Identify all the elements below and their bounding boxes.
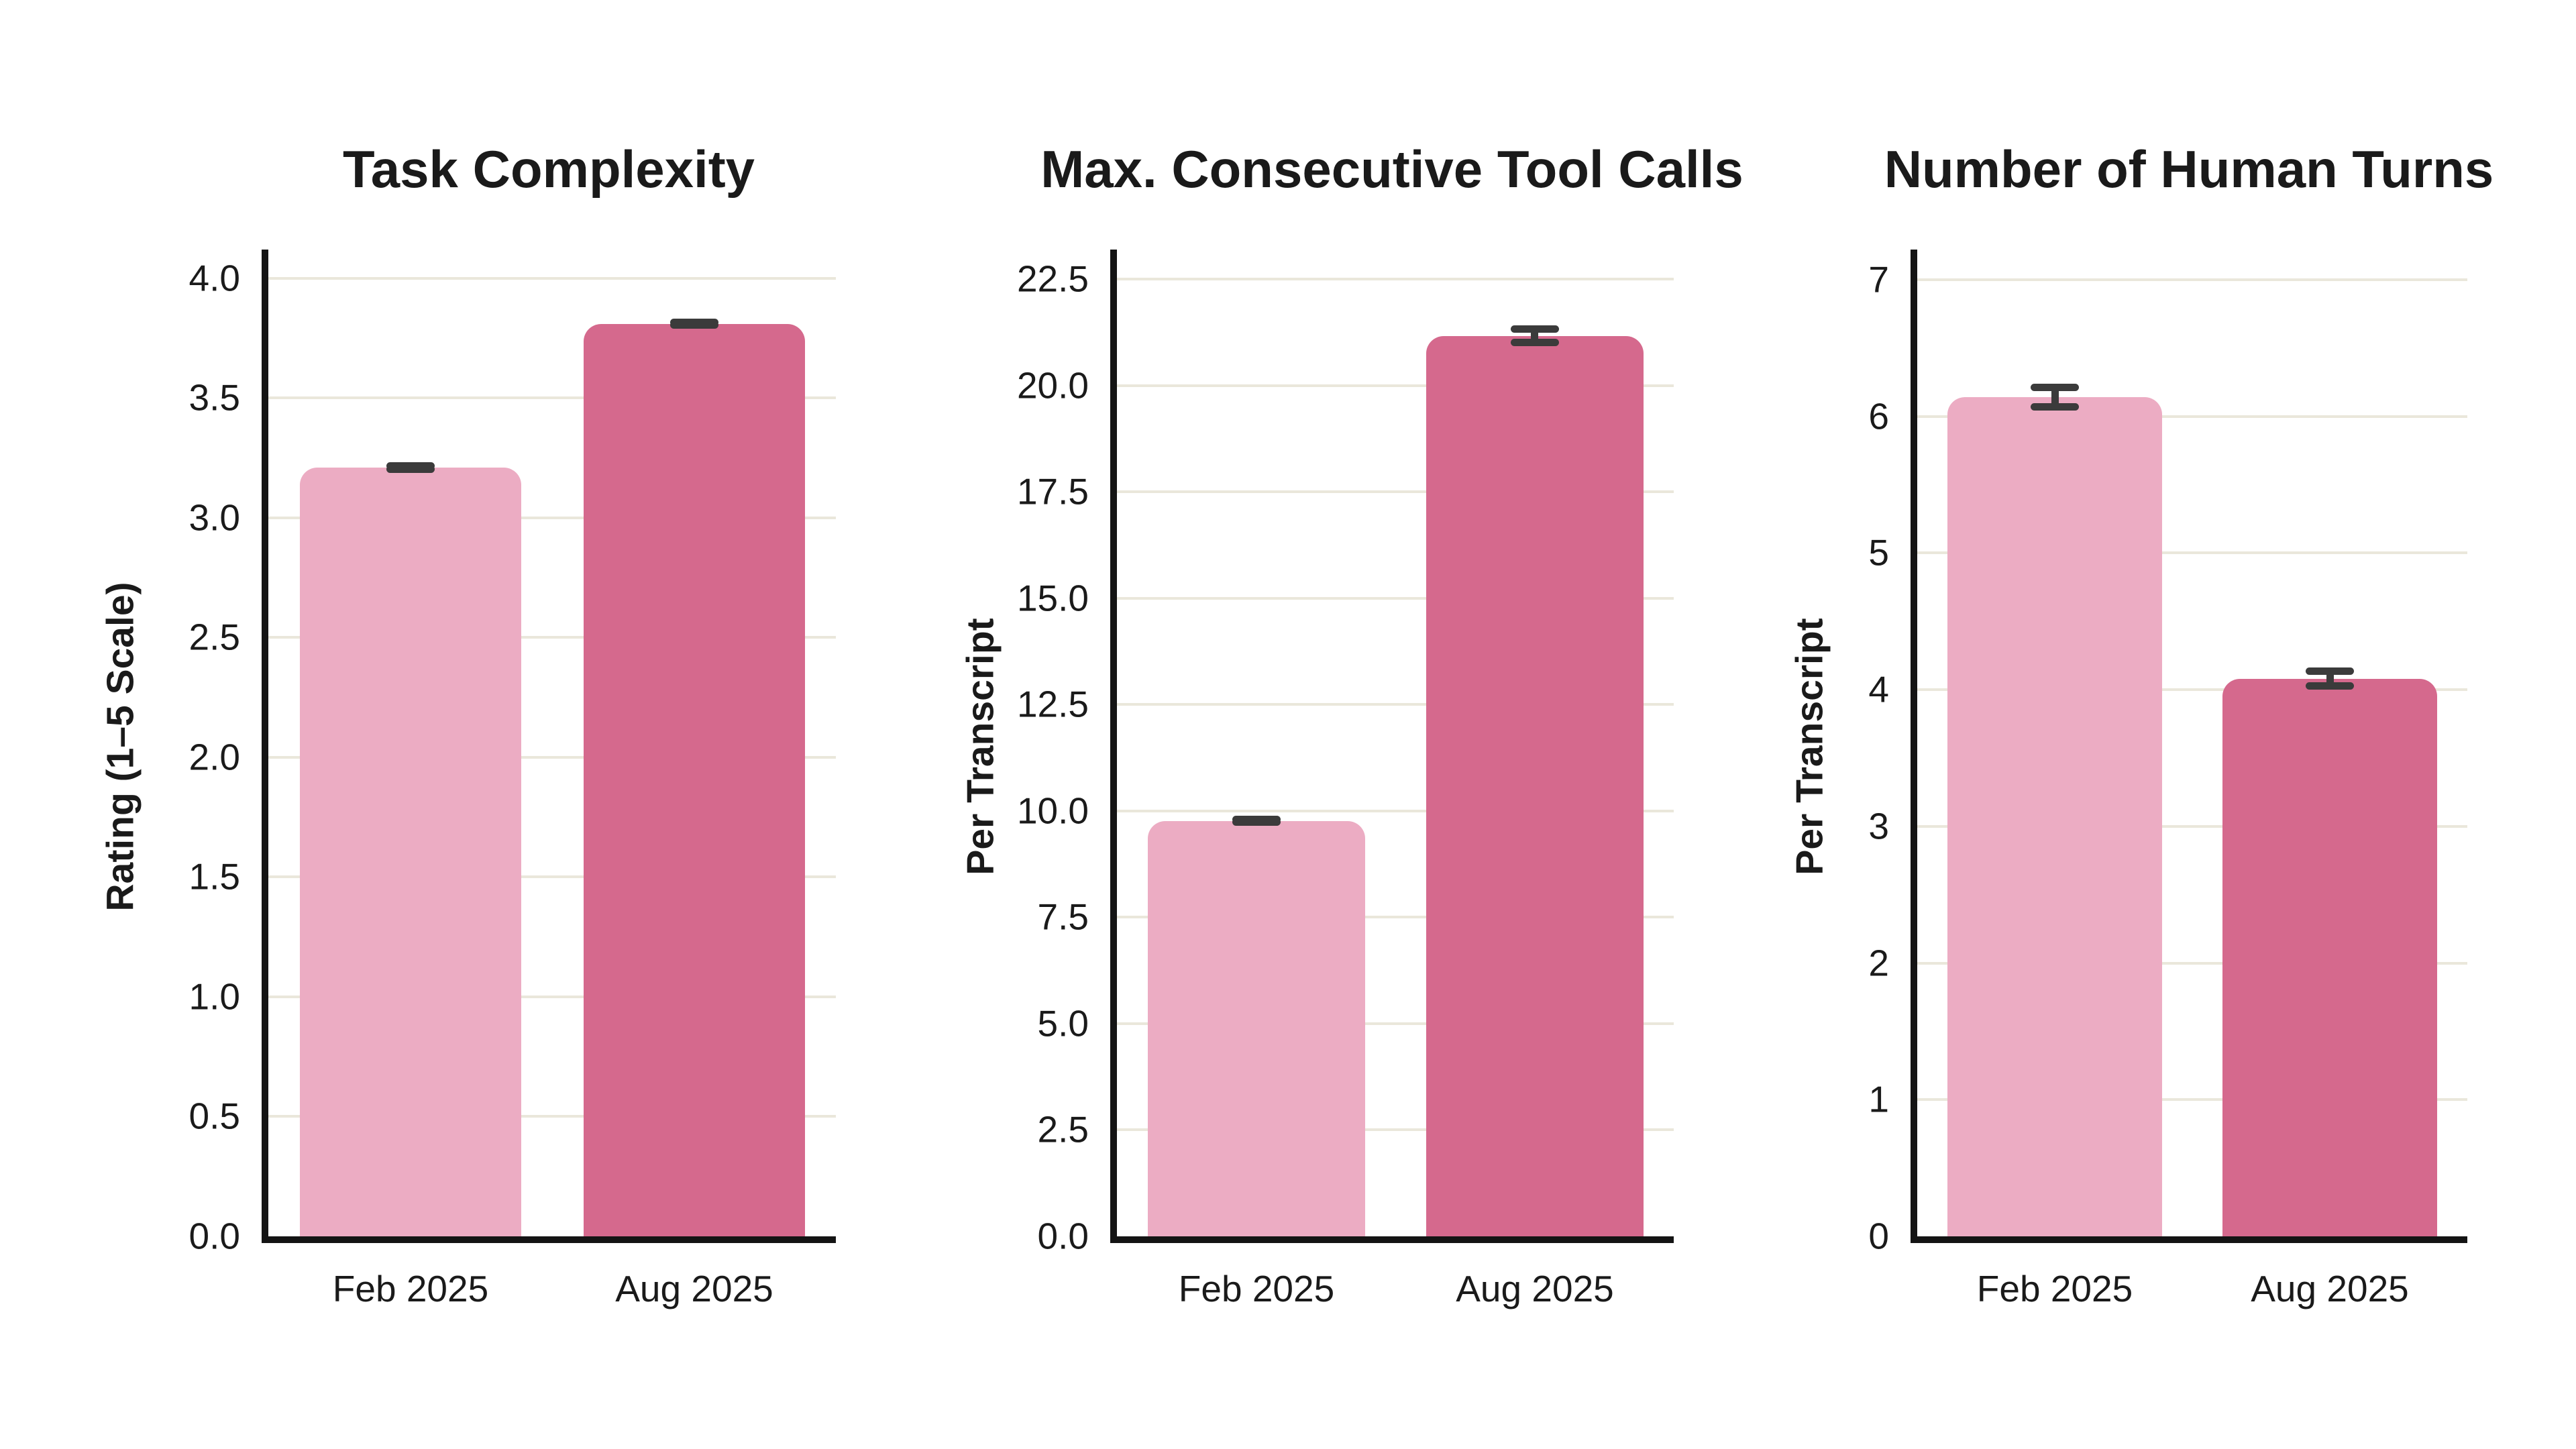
- y-tick-label: 3.5: [189, 376, 240, 419]
- gridline: [1917, 688, 2467, 691]
- gridline: [1117, 384, 1674, 387]
- y-tick-label: 0.0: [1037, 1215, 1089, 1257]
- gridline: [268, 996, 836, 998]
- bar-aug-2025: [1426, 336, 1644, 1236]
- gridline: [1917, 415, 2467, 418]
- y-tick-label: 17.5: [1016, 470, 1089, 513]
- chart-title: Number of Human Turns: [1884, 140, 2494, 199]
- y-tick-label: 2.5: [189, 616, 240, 658]
- error-bar-cap: [2031, 384, 2079, 391]
- gridline: [268, 277, 836, 280]
- bar-feb-2025: [300, 468, 521, 1236]
- error-bar-cap: [2306, 682, 2354, 690]
- gridline: [268, 756, 836, 759]
- gridline: [268, 1115, 836, 1118]
- y-tick-label: 0.0: [189, 1215, 240, 1257]
- gridline: [1117, 810, 1674, 812]
- y-tick-label: 4.0: [189, 257, 240, 299]
- y-tick-label: 7.5: [1037, 896, 1089, 938]
- y-tick-label: 4: [1868, 668, 1889, 710]
- y-tick-label: 3: [1868, 805, 1889, 847]
- y-tick-label: 0: [1868, 1215, 1889, 1257]
- bar-aug-2025: [584, 324, 805, 1236]
- gridline: [268, 636, 836, 639]
- chart-title: Task Complexity: [342, 140, 755, 199]
- y-tick-label: 1: [1868, 1078, 1889, 1120]
- x-tick-label: Feb 2025: [332, 1268, 489, 1309]
- error-bar-cap: [1511, 339, 1559, 346]
- y-tick-label: 2.0: [189, 736, 240, 778]
- y-tick-label: 3.0: [189, 496, 240, 539]
- error-bar-cap: [2306, 667, 2354, 675]
- gridline: [1117, 490, 1674, 493]
- y-tick-label: 22.5: [1016, 258, 1089, 300]
- gridline: [268, 875, 836, 878]
- plot-area: [1110, 250, 1674, 1243]
- bar-feb-2025: [1148, 821, 1365, 1236]
- y-tick-label: 12.5: [1016, 683, 1089, 725]
- gridline: [1117, 916, 1674, 918]
- x-tick-label: Feb 2025: [1178, 1268, 1335, 1309]
- x-tick-label: Feb 2025: [1976, 1268, 2133, 1309]
- error-bar-line: [2051, 388, 2059, 407]
- y-tick-label: 10.0: [1016, 790, 1089, 832]
- gridline: [1917, 551, 2467, 554]
- gridline: [1117, 703, 1674, 706]
- plot-area: [1911, 250, 2467, 1243]
- y-tick-label: 2.5: [1037, 1108, 1089, 1150]
- gridline: [1117, 1128, 1674, 1131]
- error-bar-cap: [2031, 403, 2079, 411]
- error-bar-cap: [386, 466, 435, 473]
- error-bar-cap: [670, 321, 718, 329]
- plot-area: [262, 250, 836, 1243]
- gridline: [1117, 1022, 1674, 1025]
- y-tick-label: 5: [1868, 531, 1889, 574]
- error-bar-cap: [1511, 325, 1559, 333]
- bar-aug-2025: [2222, 679, 2437, 1236]
- y-tick-label: 0.5: [189, 1095, 240, 1137]
- y-tick-label: 15.0: [1016, 577, 1089, 619]
- gridline: [1117, 278, 1674, 280]
- y-tick-label: 1.5: [189, 855, 240, 898]
- y-tick-label: 7: [1868, 258, 1889, 301]
- x-tick-label: Aug 2025: [615, 1268, 773, 1309]
- error-bar-line: [2326, 672, 2334, 686]
- y-tick-label: 2: [1868, 942, 1889, 984]
- y-tick-label: 6: [1868, 395, 1889, 437]
- error-bar-cap: [1232, 818, 1281, 826]
- gridline: [1917, 1098, 2467, 1101]
- x-tick-label: Aug 2025: [1456, 1268, 1614, 1309]
- gridline: [1917, 278, 2467, 281]
- gridline: [268, 396, 836, 399]
- gridline: [1117, 597, 1674, 600]
- y-tick-label: 1.0: [189, 975, 240, 1018]
- gridline: [1917, 825, 2467, 828]
- y-tick-label: 5.0: [1037, 1002, 1089, 1044]
- gridline: [1917, 962, 2467, 965]
- bar-feb-2025: [1947, 397, 2162, 1236]
- chart-title: Max. Consecutive Tool Calls: [1040, 140, 1743, 199]
- gridline: [268, 517, 836, 519]
- x-tick-label: Aug 2025: [2251, 1268, 2409, 1309]
- y-axis-label: Per Transcript: [959, 617, 1002, 875]
- y-tick-label: 20.0: [1016, 364, 1089, 407]
- error-bar-line: [1531, 329, 1538, 343]
